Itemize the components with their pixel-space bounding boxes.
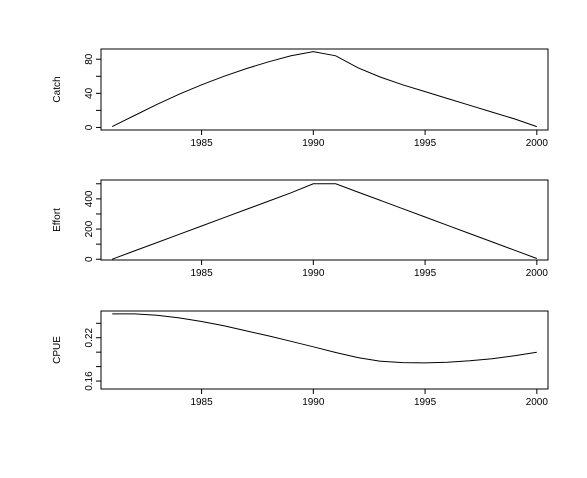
x-tick-label: 2000 <box>526 268 549 279</box>
y-axis-label: Catch <box>52 76 63 102</box>
x-tick-label: 1990 <box>302 268 325 279</box>
x-tick-label: 2000 <box>526 397 549 408</box>
x-tick-label: 1985 <box>190 138 213 149</box>
y-axis-label: Effort <box>52 208 63 232</box>
x-tick-label: 1985 <box>190 268 213 279</box>
y-tick-label: 0 <box>84 124 95 130</box>
y-tick-label: 0.22 <box>84 328 95 348</box>
y-tick-label: 400 <box>84 190 95 207</box>
plot-frame <box>100 310 549 390</box>
x-tick-label: 1990 <box>302 397 325 408</box>
series-line-effort <box>112 183 537 260</box>
panel-3: 1985 1990 1995 2000 0.16 0.22 CPUE <box>52 310 549 408</box>
x-tick-label: 2000 <box>526 138 549 149</box>
series-line-cpue <box>112 313 537 364</box>
y-tick-label: 0 <box>84 256 95 262</box>
x-tick-label: 1995 <box>414 397 437 408</box>
y-tick-label: 80 <box>84 53 95 65</box>
x-tick-label: 1995 <box>414 138 437 149</box>
x-tick-label: 1985 <box>190 397 213 408</box>
y-tick-label: 0.16 <box>84 371 95 391</box>
series-line-catch <box>111 51 537 128</box>
x-tick-label: 1995 <box>414 268 437 279</box>
panel-2: 1985 1990 1995 2000 0 200 400 Effort <box>52 179 549 279</box>
y-tick-label: 40 <box>84 87 95 99</box>
y-axis-label: CPUE <box>52 336 63 364</box>
plot-frame <box>100 179 549 261</box>
panel-1: 1985 1990 1995 2000 0 40 80 Catch <box>52 48 549 149</box>
y-tick-label: 200 <box>84 220 95 237</box>
x-tick-label: 1990 <box>302 138 325 149</box>
plot-frame <box>100 48 549 131</box>
